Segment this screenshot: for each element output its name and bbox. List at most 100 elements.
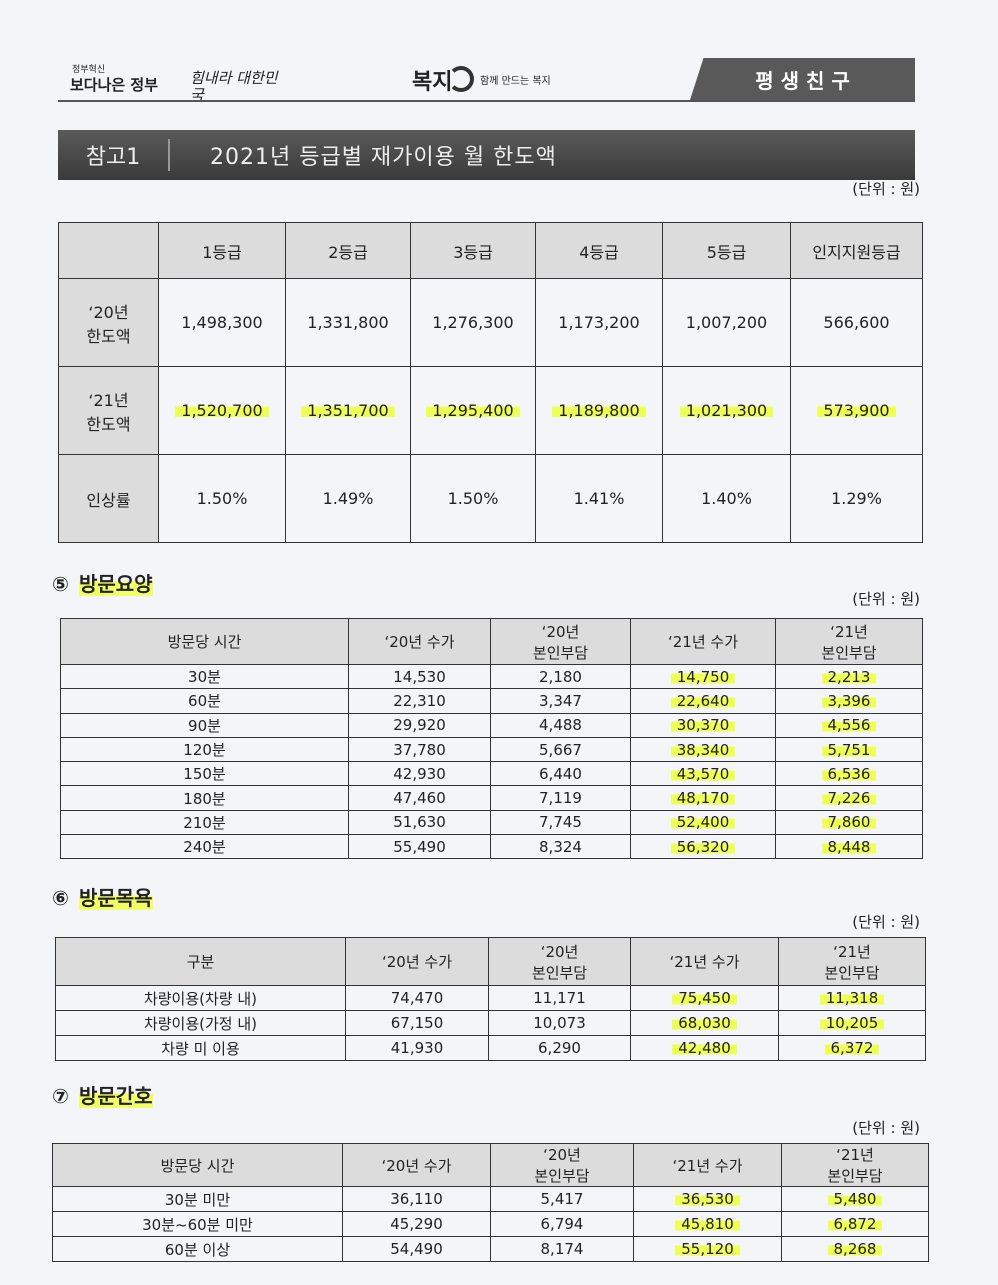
cell: 차량이용(가정 내) (55, 1010, 346, 1036)
highlighted-value: 52,400 (670, 813, 736, 832)
row: ‘21년 한도액 1,520,700 1,351,700 1,295,400 1,189… (58, 366, 923, 455)
cell: 1,007,200 (662, 278, 791, 367)
cell: 36,110 (342, 1186, 491, 1212)
header-cell: ‘21년 본인부담 (775, 618, 923, 665)
cell: 5,417 (490, 1186, 634, 1212)
cell: 11,171 (488, 985, 631, 1011)
cell: 3,396 (775, 688, 923, 714)
section-number: ⑥ (52, 886, 69, 910)
row: 120분 37,780 5,667 38,340 5,751 (60, 736, 923, 763)
highlighted-value: 6,372 (824, 1039, 880, 1057)
section-heading: ⑥ 방문목욕 (52, 882, 153, 911)
cell: 29,920 (348, 712, 491, 738)
row: 210분 51,630 7,745 52,400 7,860 (60, 809, 923, 836)
cell: 2,213 (775, 663, 923, 690)
corner-cell (58, 222, 159, 279)
header-cell: 3등급 (410, 222, 536, 279)
header-cell: ‘21년 본인부담 (781, 1143, 929, 1187)
gov-logo: 보다나은 정부 (70, 76, 159, 94)
table: 구분 ‘20년 수가 ‘20년 본인부담 ‘21년 수가 ‘21년 본인부담 차량이용(차… (55, 937, 926, 1061)
cell: 8,324 (490, 834, 631, 860)
cell: 7,860 (775, 809, 923, 836)
cell: 1.41% (535, 454, 663, 543)
highlighted-value: 6,872 (827, 1215, 883, 1233)
cell: 30분 (60, 663, 349, 690)
header-cell: 4등급 (535, 222, 663, 279)
header-cell: ‘20년 본인부담 (488, 937, 631, 986)
header-cell: ‘20년 본인부담 (490, 1143, 634, 1187)
row: 150분 42,930 6,440 43,570 6,536 (60, 761, 923, 787)
header-cell: 구분 (55, 937, 346, 986)
highlighted-value: 42,480 (672, 1039, 737, 1057)
highlighted-value: 1,520,700 (175, 401, 269, 420)
cell: 8,268 (781, 1236, 929, 1262)
cell: 75,450 (630, 985, 779, 1011)
cell: 30,370 (630, 712, 776, 738)
table: 1등급 2등급 3등급 4등급 5등급 인지지원등급 ‘20년 한도액 1,498,300 1,… (58, 222, 923, 543)
cell: 7,226 (775, 785, 923, 811)
header-cell: ‘21년 수가 (630, 618, 776, 665)
cell: ‘20년 한도액 (58, 278, 159, 367)
row: 30분~60분 미만 45,290 6,794 45,810 6,872 (52, 1211, 929, 1237)
brand-tagline: 함께 만드는 복지 (480, 76, 551, 87)
cell: 38,340 (630, 736, 776, 763)
cell: 43,570 (630, 761, 776, 787)
cell: 90분 (60, 712, 349, 738)
highlighted-value: 43,570 (670, 764, 736, 783)
cell: 5,480 (781, 1186, 929, 1212)
row: 240분 55,490 8,324 56,320 8,448 (60, 834, 923, 860)
cell: 1.49% (285, 454, 411, 543)
header-cell: 방문당 시간 (60, 618, 349, 665)
cell: 67,150 (345, 1010, 489, 1036)
section-title: 방문요양 (78, 572, 153, 596)
highlighted-value: 7,860 (821, 813, 877, 832)
cell: 55,120 (633, 1236, 782, 1262)
cell: 45,810 (633, 1211, 782, 1237)
cell: 6,794 (490, 1211, 634, 1237)
highlighted-value: 45,810 (675, 1215, 740, 1233)
cell: 60분 (60, 688, 349, 714)
row: 차량이용(가정 내) 67,150 10,073 68,030 10,205 (55, 1010, 926, 1036)
header-cell: 5등급 (662, 222, 791, 279)
cell: 8,448 (775, 834, 923, 860)
cell: 14,750 (630, 663, 776, 690)
cell: 240분 (60, 834, 349, 860)
header-cell: 방문당 시간 (52, 1143, 343, 1187)
row: 인상률 1.50% 1.49% 1.50% 1.41% 1.40% 1.29% (58, 454, 923, 543)
cell: 5,667 (490, 736, 631, 763)
highlighted-value: 10,205 (819, 1014, 885, 1032)
header-cell: 1등급 (158, 222, 286, 279)
cell: 6,290 (488, 1035, 631, 1061)
row: 180분 47,460 7,119 48,170 7,226 (60, 785, 923, 811)
section-number: ⑦ (52, 1084, 69, 1108)
table: 방문당 시간 ‘20년 수가 ‘20년 본인부담 ‘21년 수가 ‘21년 본인부담 30… (52, 1143, 929, 1262)
cell: 1,173,200 (535, 278, 663, 367)
cell: 14,530 (348, 663, 491, 690)
cell: 11,318 (778, 985, 926, 1011)
highlighted-value: 56,320 (670, 837, 736, 856)
highlighted-value: 6,536 (821, 764, 877, 783)
cell: 차량 미 이용 (55, 1035, 346, 1061)
cell: 3,347 (490, 688, 631, 714)
cell: 1.40% (662, 454, 791, 543)
highlighted-value: 1,295,400 (426, 401, 520, 420)
header-cell: ‘21년 수가 (633, 1143, 782, 1187)
cell: 1,021,300 (662, 366, 791, 455)
row: 60분 이상 54,490 8,174 55,120 8,268 (52, 1236, 929, 1262)
section-heading: ⑦ 방문간호 (52, 1080, 153, 1109)
cell: 차량이용(차량 내) (55, 985, 346, 1011)
unit: (단위 : 원) (852, 590, 920, 608)
unit: (단위 : 원) (852, 180, 920, 198)
cell: 6,536 (775, 761, 923, 787)
row: 30분 14,530 2,180 14,750 2,213 (60, 663, 923, 690)
cell: 22,640 (630, 688, 776, 714)
row: 차량 미 이용 41,930 6,290 42,480 6,372 (55, 1035, 926, 1061)
cell: 6,372 (778, 1035, 926, 1061)
cell: 42,930 (348, 761, 491, 787)
highlighted-value: 573,900 (817, 401, 896, 420)
cell: 1,189,800 (535, 366, 663, 455)
cell: 1,276,300 (410, 278, 536, 367)
cell: 인상률 (58, 454, 159, 543)
row: 60분 22,310 3,347 22,640 3,396 (60, 688, 923, 714)
cell: 30분 미만 (52, 1186, 343, 1212)
